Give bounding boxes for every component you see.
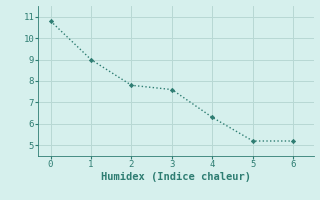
X-axis label: Humidex (Indice chaleur): Humidex (Indice chaleur) xyxy=(101,172,251,182)
